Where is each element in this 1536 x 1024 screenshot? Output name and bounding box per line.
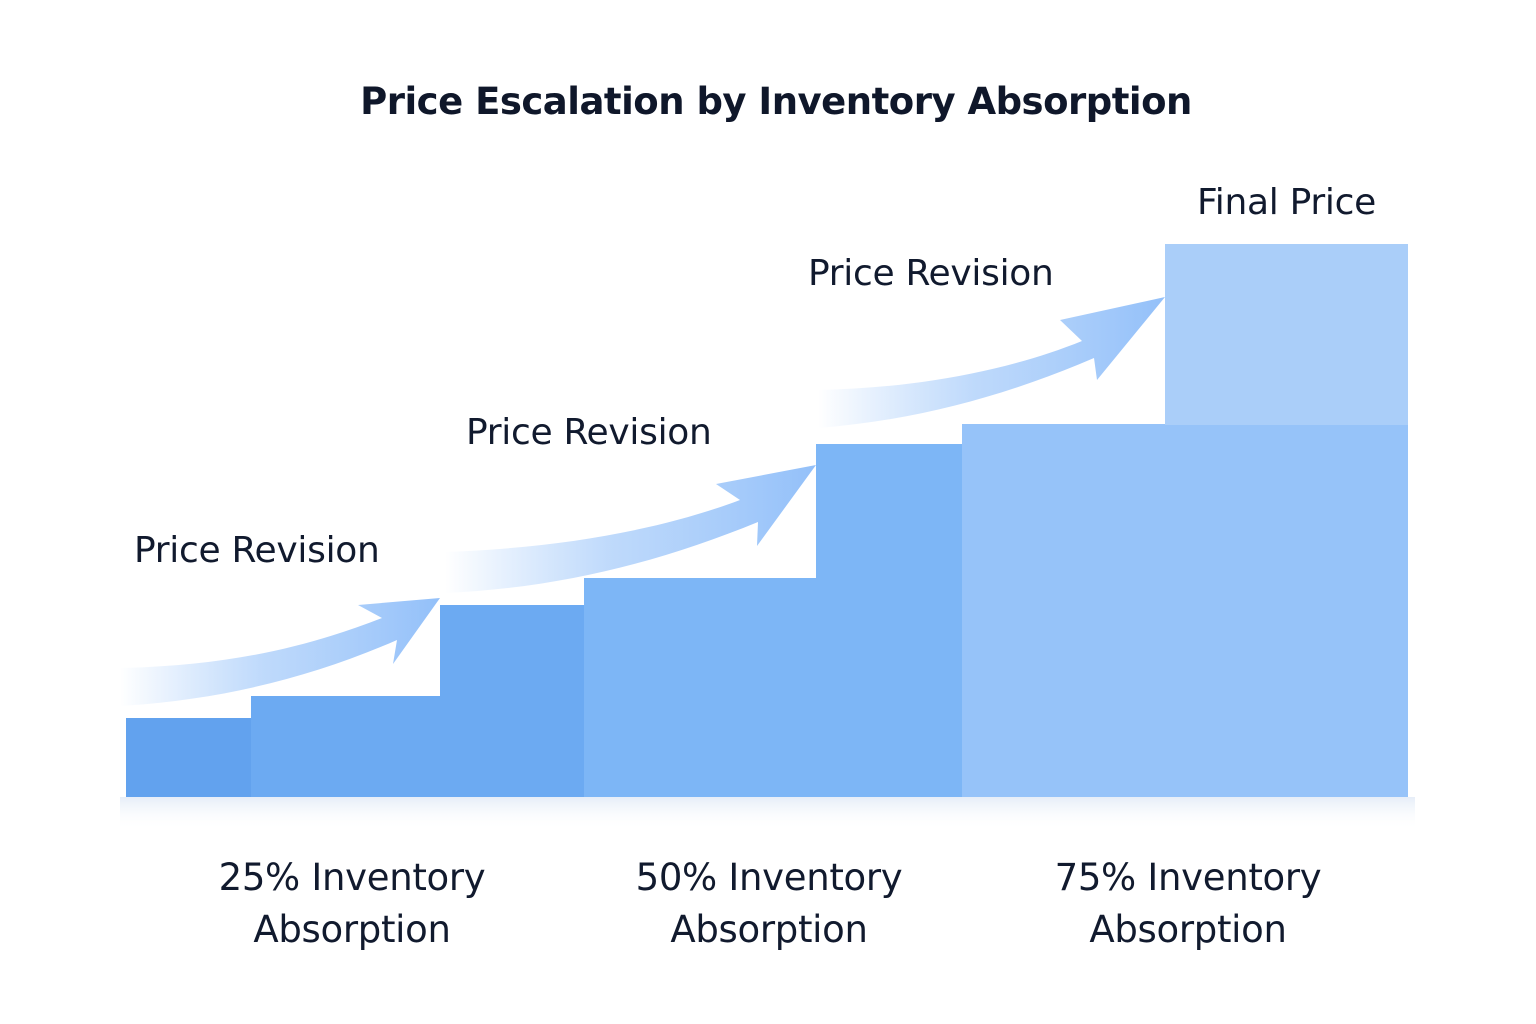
x-label-50: 50% Inventory Absorption <box>589 852 949 956</box>
floor-shadow <box>120 797 1415 830</box>
bar-75-pre <box>962 424 1408 797</box>
price-revision-arrow-1 <box>120 598 440 706</box>
bar-25-post <box>440 605 585 797</box>
annotation-price-revision-3: Price Revision <box>808 253 1054 294</box>
bar-start <box>126 718 252 797</box>
annotation-price-revision-2: Price Revision <box>466 412 712 453</box>
x-label-75: 75% Inventory Absorption <box>1008 852 1368 956</box>
price-revision-arrow-2 <box>445 465 816 593</box>
x-label-25: 25% Inventory Absorption <box>172 852 532 956</box>
bar-50-post <box>816 444 963 797</box>
bar-final-price <box>1165 244 1408 425</box>
price-revision-arrow-3 <box>818 297 1165 428</box>
annotation-price-revision-1: Price Revision <box>134 530 380 571</box>
x-label-50-line2: Absorption <box>670 908 868 951</box>
x-label-75-line2: Absorption <box>1089 908 1287 951</box>
x-label-25-line2: Absorption <box>253 908 451 951</box>
x-label-75-line1: 75% Inventory <box>1054 856 1322 899</box>
x-label-50-line1: 50% Inventory <box>635 856 903 899</box>
x-label-25-line1: 25% Inventory <box>218 856 486 899</box>
chart-title: Price Escalation by Inventory Absorption <box>360 80 1192 123</box>
annotation-final-price: Final Price <box>1197 182 1376 223</box>
